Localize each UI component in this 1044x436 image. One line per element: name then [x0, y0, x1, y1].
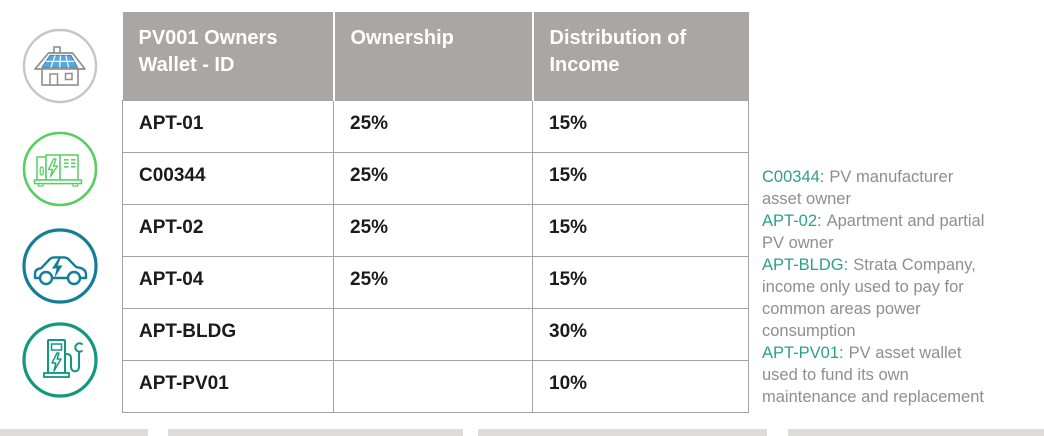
column-header-wallet-id: PV001 Owners Wallet - ID: [122, 12, 335, 100]
solar-house-icon: [21, 27, 99, 105]
bottom-strip-segment: [0, 429, 148, 436]
electric-car-icon-svg: [22, 228, 98, 304]
annotation-text: PV manufacturer asset owner: [762, 168, 954, 208]
table-row: APT-PV01 10%: [122, 359, 749, 413]
annotation-entry: APT-PV01: PV asset wallet used to fund it…: [762, 342, 1040, 408]
battery-storage-icon-svg: [22, 131, 98, 207]
bottom-strip-segment: [478, 429, 767, 436]
solar-house-icon-svg: [22, 28, 98, 104]
annotation-entry: APT-02: Apartment and partial PV owner: [762, 210, 1040, 254]
annotation-entry: APT-BLDG: Strata Company, income only use…: [762, 254, 1040, 342]
annotation-entry: C00344: PV manufacturer asset owner: [762, 166, 1040, 210]
electric-car-icon: [21, 227, 99, 305]
cell-distribution: 15%: [532, 151, 749, 205]
table-row: APT-01 25% 15%: [122, 99, 749, 153]
bottom-strip-segment: [788, 429, 1044, 436]
annotation-label: APT-02:: [762, 212, 822, 230]
cell-wallet-id: APT-PV01: [122, 359, 334, 413]
cell-wallet-id: APT-04: [122, 255, 334, 309]
cell-distribution: 30%: [532, 307, 749, 361]
cell-ownership: [333, 359, 533, 413]
cell-distribution: 15%: [532, 255, 749, 309]
annotation-text: Strata Company, income only used to pay …: [762, 256, 976, 340]
cell-wallet-id: APT-01: [122, 99, 334, 153]
table-row: C00344 25% 15%: [122, 151, 749, 205]
ownership-table: PV001 Owners Wallet - ID Ownership Distr…: [122, 12, 749, 413]
wallet-legend: C00344: PV manufacturer asset owner APT-0…: [762, 166, 1040, 408]
cell-ownership: 25%: [333, 151, 533, 205]
ev-charger-icon: [21, 321, 99, 399]
cell-distribution: 15%: [532, 99, 749, 153]
cell-ownership: 25%: [333, 99, 533, 153]
cell-wallet-id: APT-BLDG: [122, 307, 334, 361]
annotation-text: PV asset wallet used to fund its own mai…: [762, 344, 984, 406]
annotation-label: APT-BLDG:: [762, 256, 849, 274]
column-header-ownership: Ownership: [333, 12, 534, 100]
cell-distribution: 15%: [532, 203, 749, 257]
cell-wallet-id: APT-02: [122, 203, 334, 257]
table-row: APT-04 25% 15%: [122, 255, 749, 309]
cell-ownership: 25%: [333, 255, 533, 309]
cell-distribution: 10%: [532, 359, 749, 413]
cell-ownership: [333, 307, 533, 361]
column-header-distribution: Distribution of Income: [532, 12, 749, 100]
cell-wallet-id: C00344: [122, 151, 334, 205]
battery-storage-icon: [21, 130, 99, 208]
annotation-label: C00344:: [762, 168, 825, 186]
bottom-strip-segment: [168, 429, 463, 436]
table-header-row: PV001 Owners Wallet - ID Ownership Distr…: [122, 12, 749, 100]
annotation-text: Apartment and partial PV owner: [762, 212, 985, 252]
table-row: APT-02 25% 15%: [122, 203, 749, 257]
cell-ownership: 25%: [333, 203, 533, 257]
table-row: APT-BLDG 30%: [122, 307, 749, 361]
annotation-label: APT-PV01:: [762, 344, 844, 362]
ev-charger-icon-svg: [22, 322, 98, 398]
